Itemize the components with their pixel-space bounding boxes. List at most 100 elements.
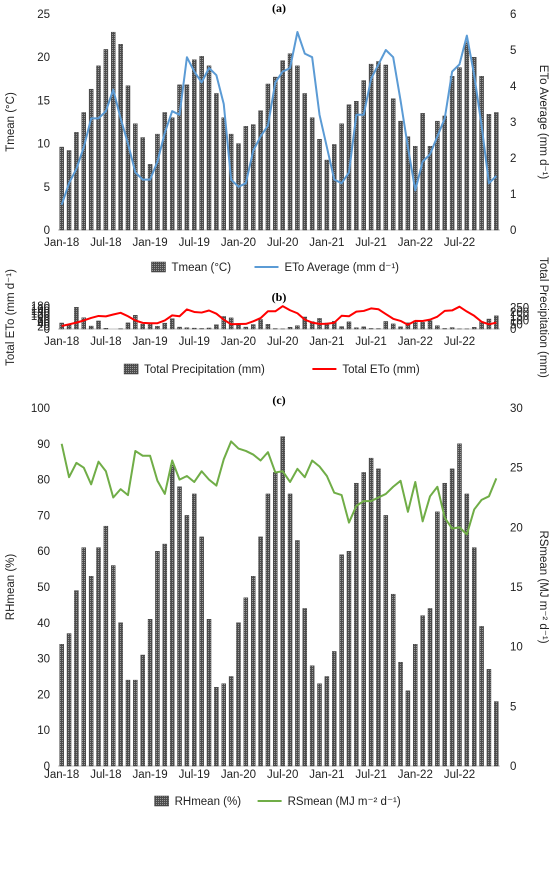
bar <box>302 93 308 231</box>
bar <box>206 327 212 330</box>
x-tick-label: Jul-20 <box>267 336 298 348</box>
y-tick-label: 40 <box>37 319 50 331</box>
bar <box>339 123 344 231</box>
bar <box>250 324 256 330</box>
y2-tick-label: 5 <box>510 701 516 713</box>
bar <box>74 590 79 767</box>
bar <box>354 482 359 767</box>
y-tick-label: 0 <box>44 324 50 336</box>
bar <box>96 65 101 231</box>
bar <box>155 133 160 231</box>
bar <box>413 644 418 767</box>
bar <box>420 615 425 767</box>
y-axis-label: Total ETo (mm d⁻¹) <box>5 269 17 366</box>
bar <box>81 112 87 231</box>
y-tick-label: 60 <box>37 316 50 328</box>
bar <box>140 323 145 330</box>
bar <box>398 120 403 231</box>
legend-bar-label: Total Precipitation (mm) <box>144 364 265 376</box>
x-tick-label: Jan-21 <box>309 336 344 348</box>
y-tick-label: 80 <box>37 314 50 326</box>
y-tick-label: 0 <box>44 761 50 773</box>
bar <box>427 145 433 231</box>
bar <box>214 93 219 231</box>
bar <box>140 654 145 767</box>
x-tick-label: Jul-19 <box>179 237 210 249</box>
bar <box>162 112 168 231</box>
legend-bar-swatch <box>151 261 166 273</box>
x-tick-label: Jul-22 <box>444 237 475 249</box>
bar <box>177 84 182 231</box>
y-tick-label: 20 <box>37 689 50 701</box>
bar <box>295 325 300 330</box>
bar <box>405 690 411 767</box>
bar <box>442 482 447 767</box>
series-line <box>60 440 498 536</box>
y-tick-label: 0 <box>44 225 50 237</box>
bar <box>287 53 293 231</box>
chart-panel-b: (b)0204060801001201401601800501001502002… <box>5 257 549 378</box>
x-tick-label: Jan-19 <box>132 769 167 781</box>
legend-line-label: RSmean (MJ m⁻² d⁻¹) <box>288 796 401 808</box>
bar <box>59 146 64 231</box>
bar <box>192 59 197 231</box>
bar <box>206 619 212 767</box>
x-tick-label: Jul-22 <box>444 336 475 348</box>
bar <box>287 493 293 767</box>
bar <box>464 493 470 767</box>
y-tick-label: 15 <box>37 95 50 107</box>
bar <box>184 84 190 231</box>
bar <box>317 683 322 767</box>
panel-title: (c) <box>272 393 285 407</box>
legend-bar-swatch <box>123 363 139 375</box>
x-tick-label: Jan-20 <box>221 237 256 249</box>
series-line <box>60 31 498 206</box>
bar <box>103 49 109 231</box>
bar <box>169 117 175 231</box>
bar <box>302 316 308 330</box>
bar <box>435 511 440 767</box>
y-axis-label: Tmean (°C) <box>5 92 17 152</box>
y-tick-label: 70 <box>37 510 50 522</box>
x-tick-label: Jan-19 <box>132 237 167 249</box>
bar <box>339 554 344 767</box>
bar <box>398 661 403 767</box>
y-tick-label: 160 <box>31 304 50 316</box>
bar <box>133 123 138 231</box>
y-tick-label: 10 <box>37 725 50 737</box>
bar <box>471 547 477 767</box>
bar <box>398 326 403 330</box>
y2-tick-label: 0 <box>510 324 516 336</box>
bar <box>88 88 94 231</box>
bar <box>111 565 116 767</box>
x-tick-label: Jul-18 <box>90 237 121 249</box>
bar <box>214 687 219 767</box>
bar <box>103 328 109 330</box>
bar <box>147 164 153 231</box>
x-tick-label: Jul-19 <box>179 336 210 348</box>
bar <box>155 551 160 767</box>
bar <box>287 327 293 330</box>
y-axis-label: RHmean (%) <box>5 554 17 621</box>
bar <box>177 486 182 767</box>
bar <box>442 115 447 231</box>
bar <box>74 307 79 330</box>
bar <box>471 57 477 231</box>
bar <box>169 465 175 767</box>
y-tick-label: 100 <box>31 403 50 415</box>
bar <box>479 626 484 767</box>
legend-bar-label: Tmean (°C) <box>172 262 232 274</box>
x-tick-label: Jan-21 <box>309 769 344 781</box>
y2-tick-label: 5 <box>510 45 516 57</box>
y2-tick-label: 2 <box>510 153 516 165</box>
bar <box>133 679 138 767</box>
bar <box>383 64 389 231</box>
bar <box>317 139 322 231</box>
bar <box>368 328 374 330</box>
bar <box>339 326 344 330</box>
legend-bar-swatch <box>154 795 169 807</box>
chart-panel-c: (c) 0 10 20 30 40 50 60 70 80 90 100 0 5 10 15 20 25 30 Jan… <box>5 393 549 808</box>
y-tick-label: 10 <box>37 139 50 151</box>
bar <box>457 67 462 231</box>
